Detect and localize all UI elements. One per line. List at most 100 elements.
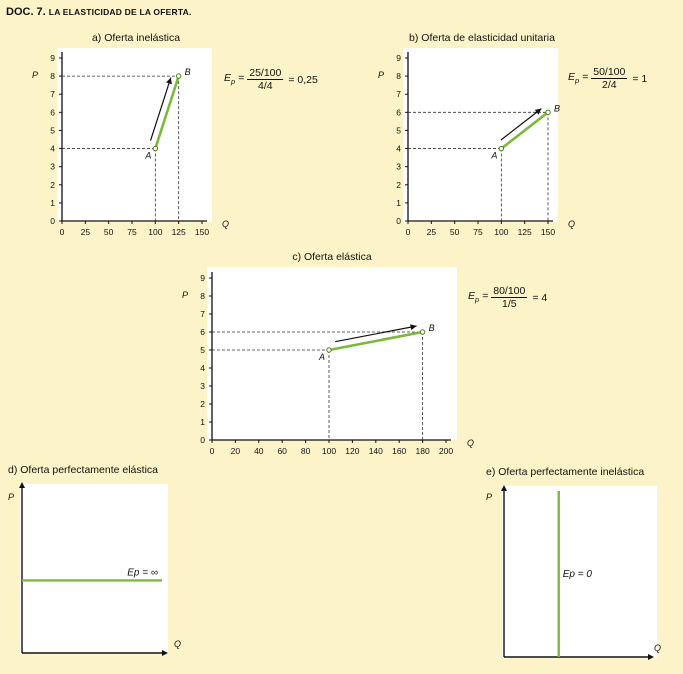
chart-b-y-tick-label: 6 <box>396 107 401 117</box>
chart-c-x-tick-label: 60 <box>277 446 287 456</box>
chart-d-x-label: Q <box>174 639 181 649</box>
chart-c-x-tick-label: 80 <box>301 446 311 456</box>
chart-c-y-tick-label: 4 <box>200 363 205 373</box>
chart-a-y-tick-label: 1 <box>50 198 55 208</box>
chart-b-y-tick-label: 3 <box>396 162 401 172</box>
formula-c-numerator: 80/100 <box>491 285 528 298</box>
chart-c-y-tick-label: 0 <box>200 435 205 445</box>
chart-c-y-tick-label: 3 <box>200 381 205 391</box>
chart-c-x-tick-label: 0 <box>210 446 215 456</box>
chart-d-y-label: P <box>8 492 14 502</box>
chart-c-panel <box>207 267 457 440</box>
chart-c-x-tick-label: 140 <box>369 446 383 456</box>
chart-a-x-tick-label: 100 <box>148 227 162 237</box>
chart-a-y-tick-label: 6 <box>50 107 55 117</box>
chart-a-supply-line <box>154 74 180 150</box>
chart-c-y-label: P <box>182 290 188 300</box>
chart-c-shift-arrow <box>335 325 417 343</box>
chart-a-label-A: A <box>144 151 151 161</box>
chart-b-x-label: Q <box>568 219 575 229</box>
chart-a-y-tick-label: 3 <box>50 162 55 172</box>
chart-a-y-tick-label: 7 <box>50 89 55 99</box>
chart-e-title: e) Oferta perfectamente inelástica <box>486 466 644 478</box>
chart-b-x-tick-label: 150 <box>541 227 555 237</box>
chart-a-point-B <box>175 73 182 79</box>
formula-a-numerator: 25/100 <box>247 67 284 80</box>
chart-b-y-tick-label: 9 <box>396 53 401 63</box>
formula-b-result: = 1 <box>632 72 648 85</box>
chart-b-panel <box>403 48 558 222</box>
chart-b-x-tick-label: 50 <box>450 227 460 237</box>
chart-a-shift-arrow <box>149 77 172 141</box>
chart-a-panel <box>57 48 212 222</box>
chart-a-y-tick-label: 4 <box>50 144 55 154</box>
chart-b-shift-arrow <box>500 108 542 141</box>
chart-c-x-label: Q <box>467 438 474 448</box>
chart-a-y-tick-label: 8 <box>50 71 55 81</box>
chart-b-x-tick-label: 125 <box>518 227 532 237</box>
chart-c-point-A <box>326 347 332 353</box>
chart-e-y-label: P <box>486 492 492 502</box>
chart-b-x-tick-label: 25 <box>427 227 437 237</box>
formula-b-lhs: Ep = <box>568 71 589 86</box>
chart-a <box>57 48 212 224</box>
chart-a-x-tick-label: 125 <box>172 227 186 237</box>
chart-c-x-tick-label: 200 <box>439 446 453 456</box>
chart-b-shift-arrow-head <box>534 108 542 115</box>
chart-d-y-axis-arrow <box>19 482 25 488</box>
chart-a-x-tick-label: 75 <box>127 227 137 237</box>
formula-b: Ep = 50/100 2/4 = 1 <box>568 66 647 91</box>
chart-c-supply-line <box>327 330 424 352</box>
chart-a-label-B: B <box>185 67 191 77</box>
chart-a-y-tick-label: 9 <box>50 53 55 63</box>
document-title-text: La elasticidad de la oferta. <box>48 7 192 17</box>
chart-b-y-tick-label: 2 <box>396 180 401 190</box>
chart-a-x-tick-label: 150 <box>195 227 209 237</box>
document-title-prefix: DOC. 7. <box>6 6 46 18</box>
chart-b-y-tick-label: 0 <box>396 216 401 226</box>
chart-e-x-axis-arrow <box>648 654 654 660</box>
chart-a-x-label: Q <box>222 219 229 229</box>
chart-b-y-tick-label: 8 <box>396 71 401 81</box>
chart-a-x-tick-label: 50 <box>104 227 114 237</box>
chart-a-shift-arrow-head <box>166 77 172 85</box>
chart-c-x-tick-label: 120 <box>345 446 359 456</box>
chart-c-label-A: A <box>318 352 325 362</box>
formula-a-lhs: Ep = <box>224 72 245 87</box>
chart-c-label-B: B <box>429 323 435 333</box>
chart-a-y-label: P <box>32 70 38 80</box>
chart-d-title: d) Oferta perfectamente elástica <box>8 464 158 476</box>
chart-e <box>501 485 657 660</box>
chart-a-x-tick-label: 0 <box>60 227 65 237</box>
chart-c-y-tick-label: 9 <box>200 273 205 283</box>
chart-e-y-axis-arrow <box>501 485 507 491</box>
formula-a-denominator: 4/4 <box>258 80 273 92</box>
chart-a-y-tick-label: 0 <box>50 216 55 226</box>
chart-e-x-label: Q <box>654 643 661 653</box>
formula-c-lhs: Ep = <box>468 290 489 305</box>
document-title: DOC. 7. La elasticidad de la oferta. <box>6 6 192 18</box>
chart-e-elasticity-label: Ep = 0 <box>563 569 593 580</box>
chart-c-x-tick-label: 160 <box>392 446 406 456</box>
chart-b-label-A: A <box>490 151 497 161</box>
formula-c: Ep = 80/100 1/5 = 4 <box>468 285 547 310</box>
chart-d <box>19 482 168 656</box>
chart-b-y-tick-label: 5 <box>396 125 401 135</box>
chart-a-point-A <box>152 145 159 152</box>
chart-c-title: c) Oferta elástica <box>292 251 372 263</box>
chart-a-y-tick-label: 2 <box>50 180 55 190</box>
chart-d-elasticity-label: Ep = ∞ <box>127 567 158 578</box>
chart-c <box>207 267 457 443</box>
chart-c-x-tick-label: 40 <box>254 446 264 456</box>
chart-d-x-axis-arrow <box>162 650 168 656</box>
chart-c-y-tick-label: 1 <box>200 417 205 427</box>
formula-a-result: = 0,25 <box>288 73 318 86</box>
chart-b-y-tick-label: 7 <box>396 89 401 99</box>
chart-b-y-tick-label: 4 <box>396 144 401 154</box>
chart-c-y-tick-label: 5 <box>200 345 205 355</box>
chart-b-x-tick-label: 0 <box>406 227 411 237</box>
chart-c-point-B <box>419 329 426 335</box>
chart-b-y-tick-label: 1 <box>396 198 401 208</box>
chart-a-x-tick-label: 25 <box>81 227 91 237</box>
